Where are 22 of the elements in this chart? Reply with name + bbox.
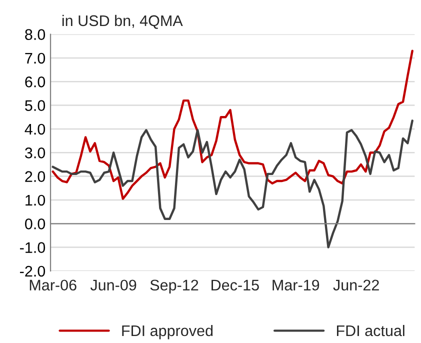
chart-title: in USD bn, 4QMA bbox=[62, 14, 183, 29]
x-tick-label: Sep-12 bbox=[150, 280, 198, 294]
y-tick-label: 8.0 bbox=[25, 29, 46, 40]
x-tick-label: Jun-22 bbox=[333, 280, 379, 291]
y-tick-label: -2.0 bbox=[20, 266, 46, 277]
y-tick-label: 0.0 bbox=[25, 218, 46, 230]
y-tick-label: 2.0 bbox=[25, 171, 46, 182]
line-series bbox=[52, 50, 414, 200]
y-tick-label: 4.0 bbox=[24, 124, 46, 135]
y-tick-label: 1.0 bbox=[26, 194, 46, 206]
line-series bbox=[52, 120, 414, 248]
legend-label: FDI actual bbox=[336, 324, 404, 336]
x-tick-label: Jun-09 bbox=[90, 280, 136, 291]
y-tick-label: -1.0 bbox=[20, 242, 46, 253]
x-tick-label: Mar-06 bbox=[30, 280, 76, 291]
y-tick-label: 5.0 bbox=[25, 100, 46, 111]
y-tick-label: 6.0 bbox=[25, 76, 46, 88]
x-tick-label: Dec-15 bbox=[212, 280, 259, 291]
x-tick-label: Mar-19 bbox=[272, 280, 320, 291]
y-tick-label: 7.0 bbox=[25, 52, 46, 64]
legend-label: FDI approved bbox=[122, 324, 213, 340]
y-tick-label: 3.0 bbox=[25, 148, 46, 158]
